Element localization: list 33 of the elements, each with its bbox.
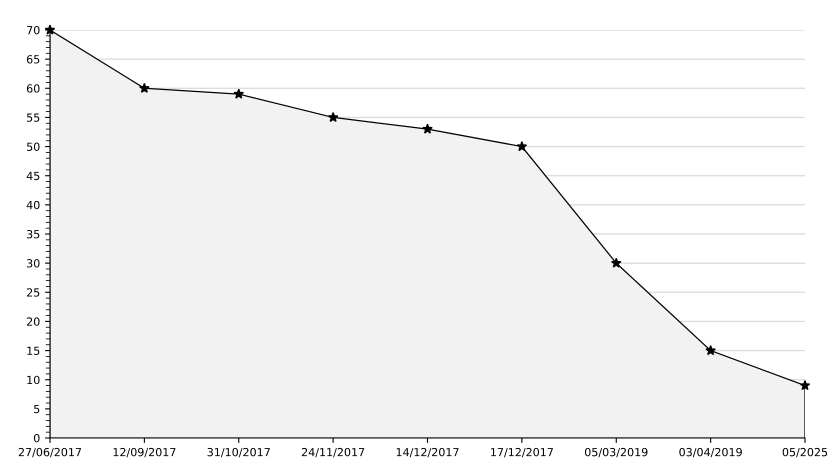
point: [516, 141, 528, 152]
y-tick-label: 20: [26, 317, 40, 326]
y-tick-label: 70: [27, 26, 40, 34]
y-tick-label: 15: [27, 346, 40, 355]
y-tick-label: 25: [26, 288, 40, 297]
x-tick-label: 12/09/2017: [114, 448, 176, 458]
point: [328, 112, 338, 122]
y-tick-label: 10: [27, 376, 40, 384]
point: [139, 82, 150, 93]
x-tick-label: 05/03/2019: [584, 448, 648, 458]
y-tick-label: 65: [26, 55, 40, 64]
y-tick-label: 60: [26, 84, 40, 93]
x-tick-label: 24/11/2017: [302, 448, 364, 458]
y-tick-label: 50: [26, 142, 40, 151]
x-tick-label: 17/12/2017: [491, 448, 553, 458]
point: [422, 124, 433, 134]
y-tick-label: 55: [26, 114, 40, 122]
y-tick-label: 0: [34, 434, 40, 442]
x-tick-label: 05/2025: [782, 448, 828, 458]
x-tick-label: 27/06/2017: [18, 448, 82, 458]
point: [610, 258, 622, 268]
point: [800, 380, 810, 390]
x-tick-label: 14/12/2017: [396, 448, 459, 458]
x-tick-label: 03/04/2019: [679, 448, 742, 458]
point: [705, 345, 716, 356]
x-tick-label: 31/10/2017: [208, 448, 270, 458]
y-tick-label: 35: [26, 230, 40, 238]
y-tick-label: 30: [26, 259, 40, 268]
y-tick-label: 40: [26, 200, 40, 210]
point: [233, 88, 244, 99]
point: [44, 24, 56, 35]
y-tick-label: 5: [34, 404, 40, 414]
y-tick-label: 45: [26, 172, 40, 180]
